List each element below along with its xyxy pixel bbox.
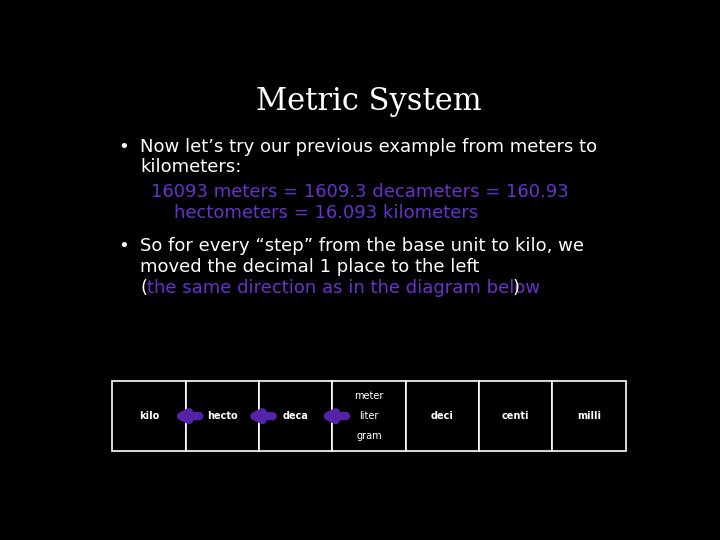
Text: kilo: kilo [139,411,159,421]
Text: So for every “step” from the base unit to kilo, we: So for every “step” from the base unit t… [140,238,584,255]
Text: ): ) [513,279,520,297]
Text: •: • [118,238,129,255]
Text: centi: centi [502,411,529,421]
Text: deci: deci [431,411,454,421]
Text: liter: liter [359,411,379,421]
Text: (: ( [140,279,147,297]
Text: 16093 meters = 1609.3 decameters = 160.93: 16093 meters = 1609.3 decameters = 160.9… [151,183,569,201]
Text: moved the decimal 1 place to the left: moved the decimal 1 place to the left [140,258,480,276]
Bar [552,381,626,451]
Text: hectometers = 16.093 kilometers: hectometers = 16.093 kilometers [151,204,479,222]
Text: Metric System: Metric System [256,85,482,117]
Bar [186,381,259,451]
Text: milli: milli [577,411,601,421]
Bar [259,381,333,451]
Bar [405,381,479,451]
Text: meter: meter [354,391,384,401]
Text: deca: deca [283,411,309,421]
Text: •: • [118,138,129,156]
Text: gram: gram [356,431,382,441]
Text: Now let’s try our previous example from meters to: Now let’s try our previous example from … [140,138,598,156]
Bar [333,381,405,451]
Bar [112,381,186,451]
Text: kilometers:: kilometers: [140,158,242,177]
Bar [479,381,552,451]
Text: the same direction as in the diagram below: the same direction as in the diagram bel… [148,279,541,297]
Text: hecto: hecto [207,411,238,421]
